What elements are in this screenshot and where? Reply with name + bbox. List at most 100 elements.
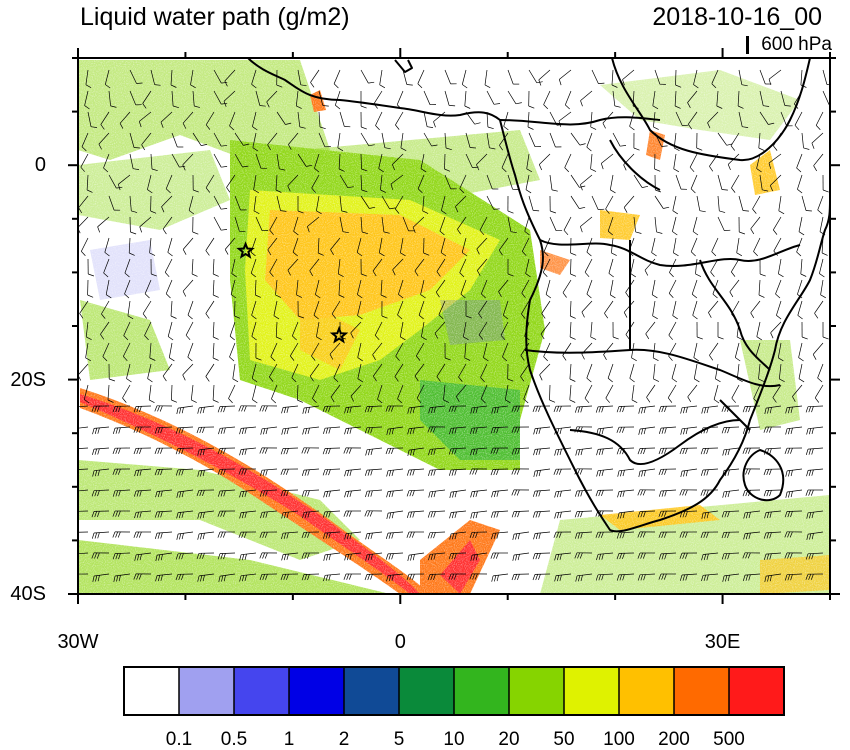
wind-barb-feather bbox=[302, 428, 305, 435]
wind-barb bbox=[147, 174, 152, 190]
wind-barb-feather bbox=[598, 470, 602, 477]
wind-barb bbox=[78, 363, 89, 376]
wind-barb bbox=[282, 489, 299, 491]
wind-barb bbox=[455, 195, 467, 207]
wind-barb-feather bbox=[642, 489, 646, 496]
wind-barb-feather bbox=[223, 427, 226, 434]
wind-barb-feather bbox=[283, 532, 287, 539]
wind-barb-feather bbox=[579, 185, 586, 188]
wind-barb-feather bbox=[91, 532, 95, 539]
wind-barb-feather bbox=[599, 428, 602, 435]
wind-barb-feather bbox=[742, 552, 746, 559]
wind-barb bbox=[476, 237, 488, 250]
wind-barb-feather bbox=[451, 406, 455, 412]
wind-barb bbox=[478, 300, 488, 314]
wind-barb bbox=[255, 90, 261, 106]
wind-barb-feather bbox=[328, 490, 331, 497]
wind-barb bbox=[623, 195, 635, 208]
wind-barb bbox=[423, 90, 431, 105]
wind-barb bbox=[275, 174, 278, 191]
wind-barb-feather bbox=[454, 427, 457, 434]
wind-barb bbox=[484, 69, 488, 85]
wind-barb-feather bbox=[239, 449, 242, 456]
wind-barb bbox=[465, 132, 471, 148]
wind-barb-feather bbox=[229, 356, 235, 362]
wind-barb-feather bbox=[643, 428, 646, 435]
wind-barb-feather bbox=[181, 469, 184, 476]
wind-barb bbox=[652, 90, 656, 106]
wind-barb-feather bbox=[619, 406, 623, 413]
wind-barb-feather bbox=[307, 469, 310, 476]
wind-barb-feather bbox=[386, 513, 389, 519]
wind-barb-feather bbox=[115, 531, 119, 538]
wind-barb bbox=[212, 384, 215, 401]
wind-barb-feather bbox=[643, 511, 646, 518]
wind-barb-feather bbox=[703, 448, 707, 455]
wind-barb-feather bbox=[521, 292, 526, 298]
wind-barb bbox=[756, 153, 761, 169]
wind-barb-feather bbox=[742, 126, 749, 128]
wind-barb-feather bbox=[202, 490, 205, 497]
wind-barb bbox=[543, 90, 551, 105]
wind-barb-feather bbox=[763, 554, 767, 560]
wind-barb-feather bbox=[724, 511, 728, 518]
wind-barb-feather bbox=[776, 315, 782, 320]
wind-barb-feather bbox=[269, 376, 274, 382]
wind-barb bbox=[525, 174, 530, 190]
wind-barb-feather bbox=[511, 426, 515, 433]
wind-barb-feather bbox=[453, 573, 457, 580]
wind-barb bbox=[307, 216, 320, 227]
wind-barb bbox=[693, 342, 698, 358]
wind-barb bbox=[360, 195, 370, 209]
wind-barb-feather bbox=[574, 552, 578, 559]
wind-barb-feather bbox=[149, 357, 156, 361]
wind-barb-feather bbox=[703, 489, 707, 496]
wind-barb-feather bbox=[685, 407, 688, 413]
wind-barb-feather bbox=[563, 230, 569, 236]
wind-barb bbox=[736, 237, 740, 253]
wind-barb-feather bbox=[267, 249, 272, 256]
wind-barb-feather bbox=[212, 399, 219, 403]
y-tick-label: 40S bbox=[10, 583, 46, 605]
wind-barb-feather bbox=[181, 427, 184, 434]
wind-barb-feather bbox=[328, 511, 331, 518]
wind-barb-feather bbox=[365, 449, 368, 456]
wind-barb bbox=[675, 69, 677, 86]
wind-barb-feather bbox=[205, 124, 211, 130]
wind-barb-feather bbox=[460, 293, 466, 299]
wind-barb-feather bbox=[280, 469, 284, 475]
wind-barb bbox=[504, 384, 509, 400]
wind-barb-feather bbox=[192, 231, 199, 235]
wind-barb-feather bbox=[472, 573, 476, 580]
wind-barb bbox=[380, 279, 383, 296]
wind-barb-feather bbox=[737, 378, 743, 383]
wind-barb-feather bbox=[346, 470, 350, 477]
wind-barb bbox=[586, 279, 593, 295]
wind-barb-feather bbox=[493, 103, 501, 105]
wind-barb-feather bbox=[590, 126, 597, 130]
wind-barb-feather bbox=[584, 272, 590, 278]
wind-barb-feather bbox=[512, 554, 515, 561]
wind-barb-feather bbox=[525, 189, 532, 194]
wind-barb-feather bbox=[213, 294, 219, 298]
wind-barb bbox=[267, 237, 278, 251]
wind-barb-feather bbox=[416, 398, 422, 404]
wind-barb-feather bbox=[91, 552, 95, 559]
wind-barb-feather bbox=[175, 448, 179, 455]
wind-barb bbox=[357, 279, 362, 295]
wind-barb-feather bbox=[388, 553, 392, 560]
wind-barb-feather bbox=[97, 532, 100, 539]
wind-barb-feather bbox=[154, 427, 158, 434]
wind-barb-feather bbox=[503, 314, 509, 320]
wind-barb-feather bbox=[241, 512, 245, 519]
wind-barb-feather bbox=[619, 426, 623, 433]
wind-barb-feather bbox=[160, 574, 163, 581]
wind-barb bbox=[150, 153, 153, 170]
wind-barb-feather bbox=[297, 399, 303, 403]
wind-barb-feather bbox=[411, 531, 415, 538]
wind-barb bbox=[339, 216, 344, 232]
wind-barb-feather bbox=[301, 552, 305, 559]
wind-barb-feather bbox=[619, 448, 623, 455]
wind-barb-feather bbox=[162, 375, 167, 382]
wind-barb-feather bbox=[154, 511, 158, 518]
